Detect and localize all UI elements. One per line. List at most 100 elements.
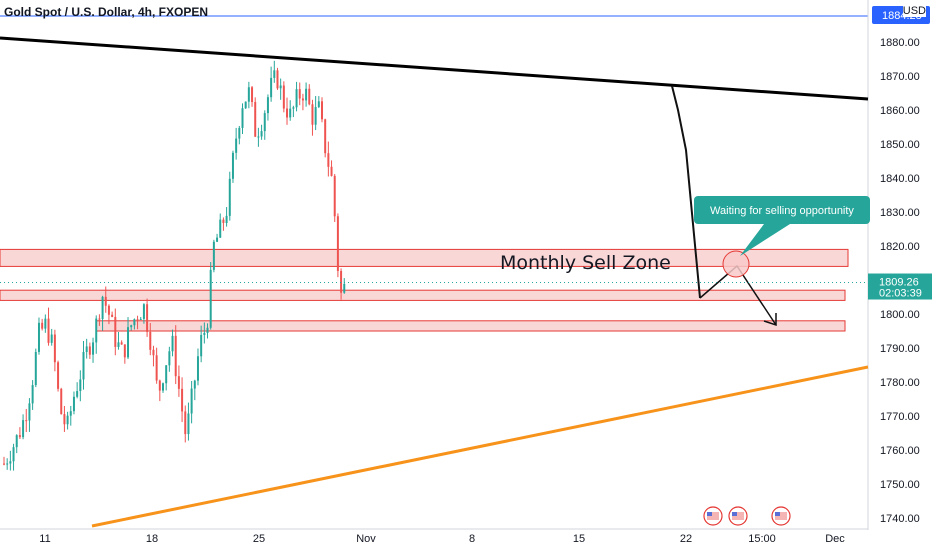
resistance-trendline [0,36,869,101]
price-tick-label: 1840.00 [880,173,920,185]
event-flag-icon [703,506,723,526]
candle-body [107,305,110,315]
candle-body [219,219,222,238]
time-tick-label: Dec [825,533,845,545]
candle-body [235,138,238,153]
event-flag-canton [707,512,712,516]
candle-body [257,136,260,138]
time-tick-label: 18 [146,533,158,545]
candle-body [200,334,203,357]
candle-body [149,331,152,350]
candle-body [231,152,234,179]
candle-body [152,349,155,356]
candle-body [260,131,263,137]
candle-body [57,362,60,389]
candle-body [295,89,298,108]
candle-body [79,379,82,392]
candle-body [225,215,228,223]
annotations-layer: Waiting for selling opportunity Monthly S… [500,196,870,327]
candle-body [117,342,120,347]
event-flag-canton [775,512,780,516]
candle-body [301,98,304,101]
candle-body [120,342,123,345]
candle-body [139,318,142,320]
candle-body [321,101,323,120]
event-flag-icon [728,506,748,526]
time-tick-label: 15:00 [748,533,776,545]
candle-body [37,322,40,352]
time-tick-label: Nov [356,533,376,545]
candle-body [273,70,276,78]
currency-label[interactable]: USD [902,5,926,17]
zone-rect [0,248,849,267]
event-flag-body [707,512,719,520]
candle-body [69,411,72,416]
candle-body [165,365,168,384]
time-axis[interactable]: 11 18 25 Nov 8 15 22 15:00 Dec [0,506,868,545]
candle-body [111,314,114,317]
price-tick-label: 1800.00 [880,309,920,321]
price-tick-label: 1820.00 [880,241,920,253]
candle-body [333,175,336,217]
time-tick-label: 15 [573,533,585,545]
candle-body [146,304,149,332]
price-tick-label: 1860.00 [880,105,920,117]
candle-body [82,351,85,380]
candles-layer [3,60,346,471]
candle-body [330,166,333,176]
candle-body [127,327,130,358]
candle-body [317,101,320,108]
candle-body [171,335,174,352]
candle-body [6,463,9,465]
zone-rect [0,289,846,301]
candle-body [276,70,279,89]
last-price-value: 1809.26 [879,277,919,289]
candle-body [12,447,15,462]
candle-body [44,318,47,329]
candle-body [98,318,101,320]
candle-body [222,219,225,223]
candle-body [193,380,196,389]
candle-body [50,334,53,343]
candle-body [85,346,88,352]
candle-body [289,108,292,118]
candle-body [174,335,177,377]
candle-body [266,97,269,114]
candle-body [47,318,50,343]
candle-body [190,388,193,414]
candle-body [133,319,136,326]
event-flag-canton [732,512,737,516]
projection-arrowhead [763,313,777,327]
candle-body [18,435,21,438]
candle-body [3,463,5,465]
candle-body [286,108,289,118]
candle-body [238,127,241,139]
last-price-box [868,273,932,300]
candle-body [298,89,301,99]
candle-body [155,355,158,381]
entry-marker-circle [722,250,750,278]
sell-zone-label: Monthly Sell Zone [500,252,671,274]
last-price-countdown: 02:03:39 [879,288,922,300]
candle-body [158,380,161,391]
candle-body [104,296,107,306]
candle-body [279,85,282,89]
price-tick-label: 1740.00 [880,513,920,525]
candle-body [181,388,184,412]
candle-body [216,237,219,242]
candle-body [25,420,28,422]
candle-body [263,113,266,132]
candle-body [251,87,254,103]
candle-body [327,153,330,167]
callout-box [694,196,870,224]
candle-body [228,178,231,216]
candle-body [187,413,190,435]
price-tick-label: 1780.00 [880,377,920,389]
time-tick-label: 8 [469,533,475,545]
candle-body [31,385,34,404]
candle-body [292,107,295,109]
candle-body [282,85,285,109]
